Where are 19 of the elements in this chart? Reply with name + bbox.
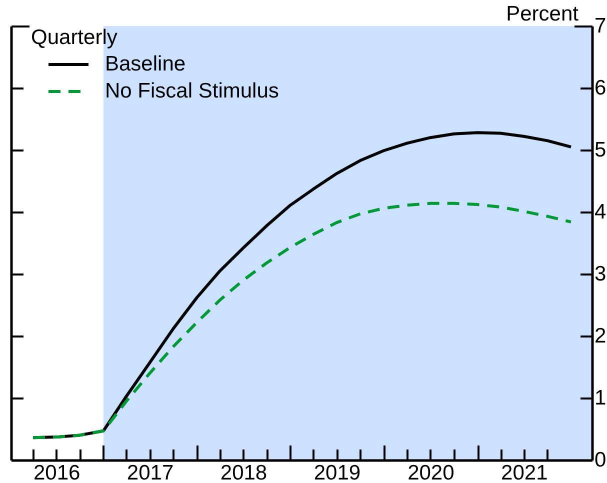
- y-tick-label: 6: [594, 76, 606, 100]
- legend-title: Quarterly: [31, 26, 118, 49]
- y-tick-label: 7: [594, 14, 606, 38]
- legend-label: Baseline: [105, 52, 186, 76]
- x-tick-label: 2018: [220, 462, 268, 483]
- y-tick-label: 4: [594, 200, 606, 224]
- y-tick-label: 0: [594, 448, 606, 472]
- x-tick-label: 2020: [408, 462, 454, 483]
- line-series: [32, 202, 573, 440]
- y-tick-label: 5: [594, 138, 606, 162]
- x-tick-label: 2016: [33, 462, 80, 483]
- y-axis-title: Percent: [506, 2, 579, 26]
- y-tick-label: 2: [594, 324, 606, 348]
- x-tick-label: 2019: [314, 462, 361, 483]
- y-tick-label: 1: [594, 386, 606, 410]
- x-tick-label: 2021: [501, 462, 548, 483]
- legend-label: No Fiscal Stimulus: [105, 80, 279, 102]
- y-tick-label: 3: [594, 262, 606, 286]
- x-tick-label: 2017: [126, 462, 174, 483]
